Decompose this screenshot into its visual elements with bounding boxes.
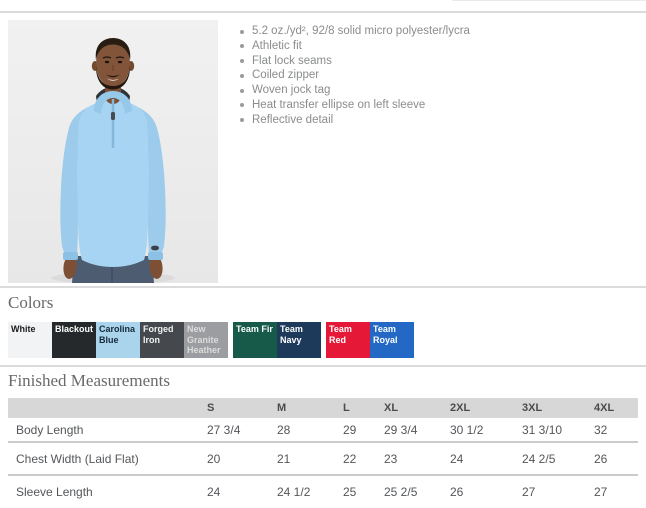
measurement-cell: 27 [594, 484, 608, 499]
measurement-cell: 30 1/2 [450, 422, 484, 437]
measurements-table: S M L XL 2XL 3XL 4XL Body Length 27 3/4 28 29 29 3… [8, 398, 638, 507]
measurement-cell: 29 [343, 422, 357, 437]
divider-measurements [0, 365, 646, 367]
color-swatch-white[interactable]: White [8, 322, 52, 358]
color-swatch-carolina-blue[interactable]: Carolina Blue [96, 322, 140, 358]
measurement-cell: 25 [343, 484, 357, 499]
feature-item: Heat transfer ellipse on left sleeve [239, 98, 639, 113]
color-swatch-label: Team Fir [236, 324, 273, 334]
color-swatch-forged-iron[interactable]: Forged Iron [140, 322, 184, 358]
divider-top [0, 11, 646, 13]
measurement-cell: 31 3/10 [522, 422, 563, 437]
color-swatch-label: Carolina Blue [99, 324, 136, 345]
color-swatch-team-fir[interactable]: Team Fir [233, 322, 277, 358]
color-swatch-label: Team Navy [280, 324, 303, 345]
color-swatch-new-granite-heather[interactable]: New Granite Heather [184, 322, 228, 358]
divider-colors [0, 286, 646, 288]
measurement-cell: 27 3/4 [207, 422, 241, 437]
row-label: Chest Width (Laid Flat) [16, 451, 139, 466]
model-photo-illustration [8, 20, 218, 284]
feature-item: Athletic fit [239, 39, 639, 54]
feature-item: 5.2 oz./yd², 92/8 solid micro polyester/… [239, 24, 639, 39]
measurement-cell: 20 [207, 451, 221, 466]
size-header-row: S M L XL 2XL 3XL 4XL [8, 398, 638, 418]
header-cell-size: XL [384, 402, 399, 414]
measurement-cell: 29 3/4 [384, 422, 418, 437]
header-cell-size: 3XL [522, 402, 543, 414]
measurement-cell: 26 [450, 484, 464, 499]
header-cell-size: S [207, 402, 215, 414]
table-row: Body Length 27 3/4 28 29 29 3/4 30 1/2 31 3/10… [8, 418, 638, 443]
feature-item: Flat lock seams [239, 54, 639, 69]
color-swatch-label: Forged Iron [143, 324, 174, 345]
measurements-heading: Finished Measurements [8, 371, 170, 390]
measurement-cell: 25 2/5 [384, 484, 418, 499]
color-swatch-label: Team Royal [373, 324, 398, 345]
feature-list: 5.2 oz./yd², 92/8 solid micro polyester/… [239, 24, 639, 128]
table-row: Sleeve Length 24 24 1/2 25 25 2/5 26 27 27 [8, 476, 638, 507]
color-swatch-label: White [11, 324, 36, 334]
measurement-cell: 27 [522, 484, 536, 499]
color-swatch-label: Blackout [55, 324, 94, 334]
color-swatch-label: Team Red [329, 324, 352, 345]
product-photo[interactable] [8, 20, 218, 284]
color-swatch-blackout[interactable]: Blackout [52, 322, 96, 358]
measurement-cell: 22 [343, 451, 357, 466]
color-swatch-team-royal[interactable]: Team Royal [370, 322, 414, 358]
header-cell-size: 2XL [450, 402, 471, 414]
feature-item: Coiled zipper [239, 68, 639, 83]
row-label: Body Length [16, 422, 84, 437]
measurement-cell: 21 [277, 451, 291, 466]
divider-top-right-fragment [452, 0, 646, 1]
measurement-cell: 24 2/5 [522, 451, 556, 466]
measurement-cell: 26 [594, 451, 608, 466]
measurement-cell: 28 [277, 422, 291, 437]
row-label: Sleeve Length [16, 484, 93, 499]
color-swatch-team-red[interactable]: Team Red [326, 322, 370, 358]
feature-item: Reflective detail [239, 113, 639, 128]
color-swatch-team-navy[interactable]: Team Navy [277, 322, 321, 358]
color-swatch-label: New Granite Heather [187, 324, 221, 355]
feature-item: Woven jock tag [239, 83, 639, 98]
header-cell-size: M [277, 402, 287, 414]
measurement-cell: 23 [384, 451, 398, 466]
measurement-cell: 24 1/2 [277, 484, 311, 499]
header-cell-size: 4XL [594, 402, 615, 414]
colors-heading: Colors [8, 293, 54, 312]
header-cell-size: L [343, 402, 350, 414]
measurement-cell: 24 [207, 484, 221, 499]
table-row: Chest Width (Laid Flat) 20 21 22 23 24 24 2/5 2… [8, 443, 638, 476]
measurement-cell: 32 [594, 422, 608, 437]
measurement-cell: 24 [450, 451, 464, 466]
color-swatch-row: White Blackout Carolina Blue Forged Iron New… [8, 322, 414, 358]
